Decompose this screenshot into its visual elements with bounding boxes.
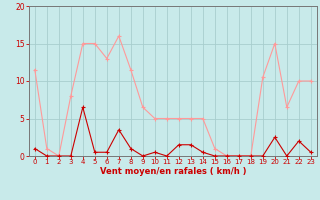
X-axis label: Vent moyen/en rafales ( km/h ): Vent moyen/en rafales ( km/h ) bbox=[100, 167, 246, 176]
